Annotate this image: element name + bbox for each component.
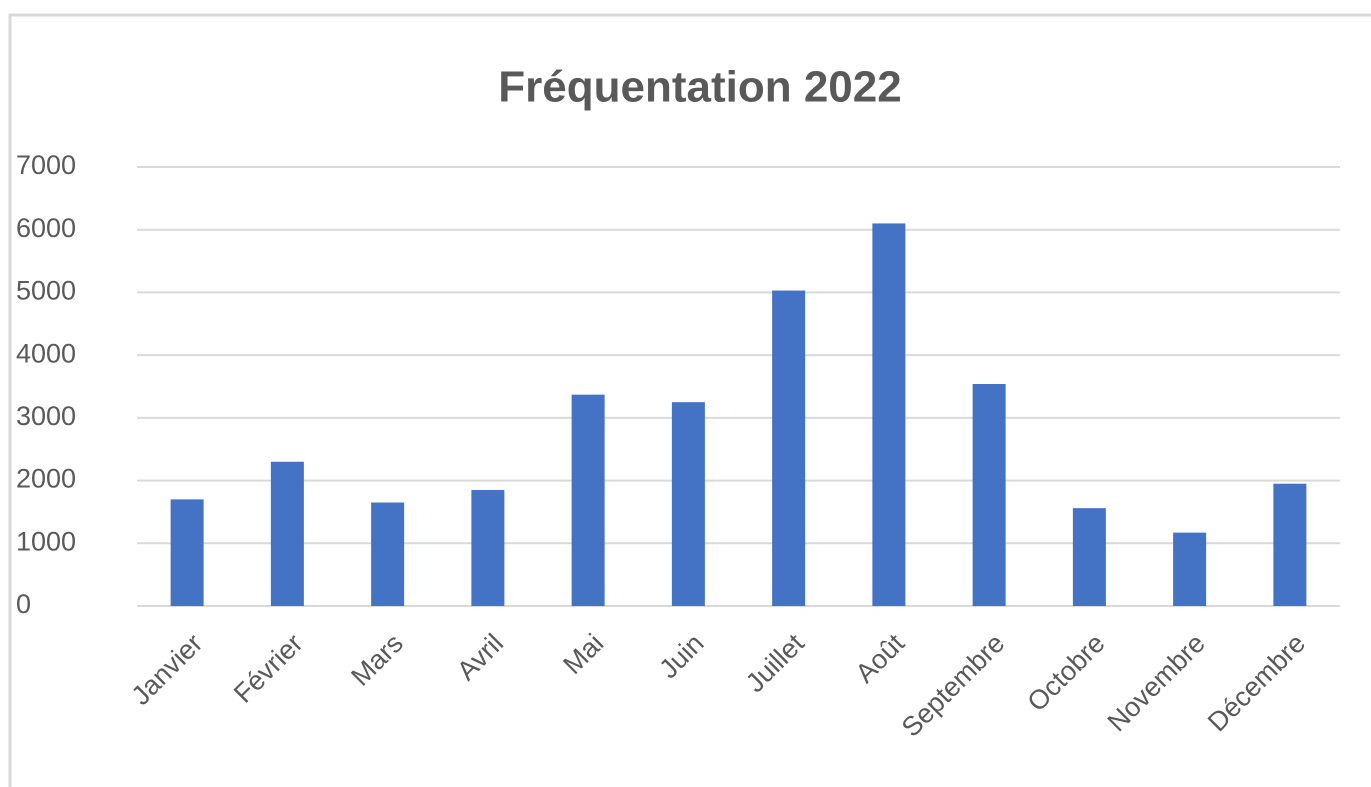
x-tick-label: Octobre — [1022, 628, 1111, 717]
y-tick-label: 6000 — [16, 213, 76, 243]
x-tick-label: Juin — [653, 628, 709, 684]
x-tick-label: Avril — [451, 628, 509, 686]
chart-title: Fréquentation 2022 — [498, 63, 901, 112]
x-tick-label: Mai — [557, 628, 609, 680]
x-tick-label: Mars — [345, 628, 409, 692]
x-tick-label: Février — [228, 628, 309, 709]
y-tick-label: 2000 — [16, 464, 76, 494]
bar — [872, 223, 906, 606]
bar — [671, 402, 705, 606]
bar — [1173, 532, 1207, 606]
bar — [371, 502, 405, 606]
bar — [772, 290, 806, 606]
bar — [571, 394, 605, 606]
x-tick-label: Janvier — [126, 628, 209, 711]
x-tick-label: Septembre — [896, 628, 1011, 743]
bar — [270, 461, 304, 606]
x-tick-label: Décembre — [1202, 628, 1311, 737]
x-tick-label: Août — [850, 628, 911, 689]
chart-frame — [8, 13, 1371, 787]
bar — [471, 489, 505, 606]
y-tick-label: 1000 — [16, 526, 76, 556]
bar — [972, 383, 1006, 606]
y-tick-label: 4000 — [16, 338, 76, 368]
bar — [1273, 483, 1307, 606]
y-tick-label: 7000 — [16, 150, 76, 180]
y-tick-label: 3000 — [16, 401, 76, 431]
bar — [170, 499, 204, 606]
y-tick-label: 0 — [16, 589, 31, 619]
y-tick-label: 5000 — [16, 276, 76, 306]
bar — [1072, 508, 1106, 606]
x-tick-label: Juillet — [740, 628, 810, 698]
x-tick-label: Novembre — [1102, 628, 1211, 737]
